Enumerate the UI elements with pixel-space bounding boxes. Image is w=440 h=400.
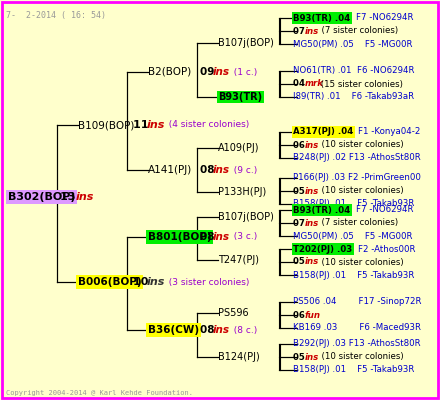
Text: A317(PJ) .04: A317(PJ) .04	[293, 128, 353, 136]
Text: B248(PJ) .02 F13 -AthosSt80R: B248(PJ) .02 F13 -AthosSt80R	[293, 154, 421, 162]
Text: B109(BOP): B109(BOP)	[78, 120, 134, 130]
Text: B158(PJ) .01    F5 -Takab93R: B158(PJ) .01 F5 -Takab93R	[293, 366, 414, 374]
Text: B158(PJ) .01    F5 -Takab93R: B158(PJ) .01 F5 -Takab93R	[293, 270, 414, 280]
Text: fun: fun	[305, 310, 321, 320]
Text: 11: 11	[133, 120, 152, 130]
Text: mrk: mrk	[305, 80, 324, 88]
Text: ins: ins	[305, 352, 319, 362]
Text: 7-  2-2014 ( 16: 54): 7- 2-2014 ( 16: 54)	[6, 11, 106, 20]
Text: F7 -NO6294R: F7 -NO6294R	[356, 206, 414, 214]
Text: ins: ins	[305, 26, 319, 36]
Text: (9 c.): (9 c.)	[228, 166, 257, 174]
Text: 08: 08	[200, 232, 218, 242]
Text: (4 sister colonies): (4 sister colonies)	[163, 120, 249, 130]
Text: (7 sister colonies): (7 sister colonies)	[316, 218, 398, 228]
Text: 07: 07	[293, 218, 308, 228]
Text: B801(BOP): B801(BOP)	[148, 232, 212, 242]
Text: 04: 04	[293, 80, 308, 88]
Text: (15 sister colonies): (15 sister colonies)	[318, 80, 403, 88]
Text: A109(PJ): A109(PJ)	[218, 143, 260, 153]
Text: 07: 07	[293, 26, 308, 36]
Text: (10 sister colonies): (10 sister colonies)	[316, 186, 403, 196]
Text: (7 sister colonies): (7 sister colonies)	[316, 26, 398, 36]
Text: B93(TR): B93(TR)	[218, 92, 262, 102]
Text: PS596: PS596	[218, 308, 249, 318]
Text: B158(PJ) .01    F5 -Takab93R: B158(PJ) .01 F5 -Takab93R	[293, 200, 414, 208]
Text: A141(PJ): A141(PJ)	[148, 165, 192, 175]
Text: 05: 05	[293, 186, 308, 196]
Text: B292(PJ) .03 F13 -AthosSt80R: B292(PJ) .03 F13 -AthosSt80R	[293, 340, 421, 348]
Text: ins: ins	[147, 277, 165, 287]
Text: ins: ins	[147, 120, 165, 130]
Text: (10 sister colonies): (10 sister colonies)	[316, 140, 403, 150]
Text: KB169 .03        F6 -Maced93R: KB169 .03 F6 -Maced93R	[293, 324, 421, 332]
Text: I89(TR) .01    F6 -Takab93aR: I89(TR) .01 F6 -Takab93aR	[293, 92, 414, 102]
Text: 06: 06	[293, 140, 308, 150]
Text: NO61(TR) .01  F6 -NO6294R: NO61(TR) .01 F6 -NO6294R	[293, 66, 414, 76]
Text: T247(PJ): T247(PJ)	[218, 255, 259, 265]
Text: 10: 10	[133, 277, 152, 287]
Text: T202(PJ) .03: T202(PJ) .03	[293, 244, 352, 254]
Text: 08: 08	[200, 325, 218, 335]
Text: ins: ins	[76, 192, 94, 202]
Text: B107j(BOP): B107j(BOP)	[218, 212, 274, 222]
Text: (10 sister colonies): (10 sister colonies)	[316, 258, 403, 266]
Text: (3 c.): (3 c.)	[228, 232, 257, 242]
Text: F2 -Athos00R: F2 -Athos00R	[358, 244, 415, 254]
Text: (1 c.): (1 c.)	[228, 68, 257, 76]
Text: B124(PJ): B124(PJ)	[218, 352, 260, 362]
Text: F7 -NO6294R: F7 -NO6294R	[356, 14, 414, 22]
Text: (10 sister colonies): (10 sister colonies)	[316, 352, 403, 362]
Text: MG50(PM) .05    F5 -MG00R: MG50(PM) .05 F5 -MG00R	[293, 40, 413, 48]
Text: B93(TR) .04: B93(TR) .04	[293, 206, 350, 214]
Text: ins: ins	[213, 165, 230, 175]
Text: B107j(BOP): B107j(BOP)	[218, 38, 274, 48]
Text: 05: 05	[293, 258, 308, 266]
Text: B302(BOP): B302(BOP)	[8, 192, 76, 202]
Text: MG50(PM) .05    F5 -MG00R: MG50(PM) .05 F5 -MG00R	[293, 232, 413, 240]
Text: ins: ins	[305, 140, 319, 150]
Text: 05: 05	[293, 352, 308, 362]
Text: B36(CW): B36(CW)	[148, 325, 199, 335]
Text: ins: ins	[305, 186, 319, 196]
Text: ins: ins	[213, 232, 230, 242]
Text: ins: ins	[213, 325, 230, 335]
Text: P133H(PJ): P133H(PJ)	[218, 187, 266, 197]
Text: (3 sister colonies): (3 sister colonies)	[163, 278, 249, 286]
Text: Copyright 2004-2014 @ Karl Kehde Foundation.: Copyright 2004-2014 @ Karl Kehde Foundat…	[6, 390, 193, 396]
Text: 13: 13	[60, 192, 79, 202]
Text: F1 -Konya04-2: F1 -Konya04-2	[358, 128, 420, 136]
Text: B2(BOP): B2(BOP)	[148, 67, 191, 77]
Text: 08: 08	[200, 165, 218, 175]
Text: B006(BOP): B006(BOP)	[78, 277, 142, 287]
Text: (8 c.): (8 c.)	[228, 326, 257, 334]
Text: B93(TR) .04: B93(TR) .04	[293, 14, 350, 22]
Text: ins: ins	[213, 67, 230, 77]
Text: PS506 .04        F17 -Sinop72R: PS506 .04 F17 -Sinop72R	[293, 298, 422, 306]
Text: 09: 09	[200, 67, 218, 77]
Text: ins: ins	[305, 258, 319, 266]
Text: P166(PJ) .03 F2 -PrimGreen00: P166(PJ) .03 F2 -PrimGreen00	[293, 174, 421, 182]
Text: ins: ins	[305, 218, 319, 228]
Text: 06: 06	[293, 310, 308, 320]
